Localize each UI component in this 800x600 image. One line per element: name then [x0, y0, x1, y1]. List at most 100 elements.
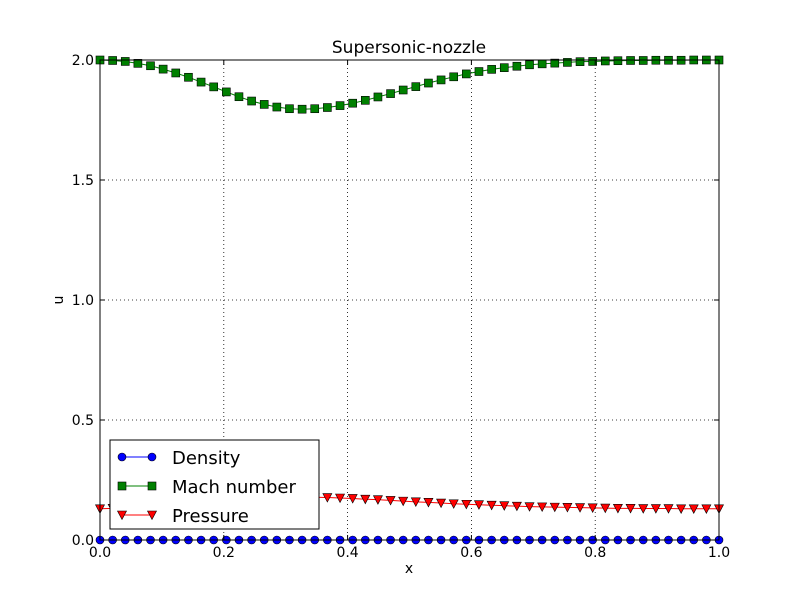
data-point [322, 493, 333, 503]
data-point [335, 101, 345, 110]
data-point [285, 104, 294, 114]
data-point [663, 504, 674, 514]
data-point [473, 500, 484, 510]
data-point [499, 63, 509, 72]
data-point [676, 504, 687, 514]
data-point [335, 493, 346, 504]
data-point [499, 501, 510, 511]
legend-label: Pressure [172, 506, 249, 527]
data-point [688, 504, 699, 514]
x-tick-label: 0.6 [460, 545, 482, 561]
data-point [486, 500, 497, 511]
data-point [310, 104, 320, 114]
data-point [196, 77, 206, 87]
y-tick-label: 1.5 [72, 173, 94, 189]
x-tick-label: 0.8 [584, 545, 606, 561]
x-tick-label: 0.0 [89, 545, 111, 561]
data-point [424, 78, 433, 88]
data-point [222, 87, 231, 97]
x-tick-label: 0.4 [336, 545, 358, 561]
data-point [297, 104, 307, 114]
x-tick-label: 1.0 [708, 545, 730, 561]
data-point [360, 494, 371, 505]
x-tick-label: 0.2 [213, 545, 235, 561]
data-point [386, 89, 395, 98]
data-point [449, 72, 458, 82]
data-point [398, 85, 408, 95]
data-point [462, 69, 471, 79]
data-point [524, 502, 535, 512]
data-point [385, 496, 396, 506]
data-point [474, 67, 484, 76]
data-point [347, 494, 358, 504]
data-point [638, 504, 649, 514]
data-point [410, 497, 421, 507]
data-point [701, 504, 712, 514]
data-point [613, 56, 623, 66]
legend-entry: Density [117, 448, 241, 469]
data-point [209, 82, 219, 92]
data-point [512, 61, 522, 71]
legend-marker [147, 481, 157, 491]
y-tick-label: 2.0 [72, 53, 94, 69]
data-point [234, 92, 244, 102]
data-point [625, 504, 636, 514]
data-point [133, 59, 143, 68]
data-point [562, 503, 573, 513]
data-point [323, 103, 332, 112]
data-point [525, 60, 534, 70]
legend-marker [147, 510, 157, 521]
data-point [650, 504, 661, 514]
data-point [549, 502, 560, 513]
data-point [600, 56, 610, 66]
legend-box [109, 439, 320, 530]
legend: Density Mach number Pressure [109, 439, 320, 530]
data-point [146, 61, 155, 71]
data-point [120, 57, 130, 66]
chart-title: Supersonic-nozzle [332, 38, 486, 58]
legend-entry: Mach number [117, 477, 296, 498]
data-point [373, 92, 383, 102]
data-point [171, 68, 181, 78]
data-point [448, 499, 459, 509]
data-point [423, 498, 434, 508]
data-point [184, 72, 193, 82]
data-point [348, 98, 357, 108]
data-point [158, 64, 168, 74]
data-point [600, 503, 611, 514]
data-point [588, 57, 597, 66]
data-point [272, 102, 282, 112]
data-point [537, 502, 548, 513]
data-point [537, 59, 547, 69]
data-point [461, 499, 472, 510]
legend-entry: Pressure [117, 506, 249, 527]
data-point [511, 501, 522, 512]
series-mach-number [95, 55, 724, 114]
y-tick-label: 1.0 [72, 293, 94, 309]
y-tick-label: 0.0 [72, 533, 94, 549]
y-axis-label: u [51, 296, 67, 305]
data-point [563, 58, 572, 67]
legend-marker [117, 452, 127, 462]
data-point [575, 57, 585, 66]
y-tick-label: 0.5 [72, 413, 94, 429]
data-point [487, 65, 496, 74]
data-point [372, 495, 383, 505]
data-point [361, 96, 370, 105]
legend-marker [117, 481, 127, 491]
data-point [436, 75, 446, 85]
data-point [575, 503, 586, 513]
data-point [259, 100, 269, 109]
data-point [247, 96, 256, 106]
data-point [612, 504, 623, 514]
x-axis-label: x [405, 561, 413, 577]
legend-marker [117, 510, 127, 521]
axis-ticks: 0.0 0.2 0.4 0.6 0.8 1.0 0.0 0.5 1.0 1.5 2.0 [72, 53, 730, 561]
series-line [99, 59, 719, 110]
data-point [411, 82, 421, 91]
data-point [398, 496, 409, 507]
data-point [587, 503, 598, 513]
legend-marker [147, 452, 157, 462]
data-point [436, 498, 447, 509]
